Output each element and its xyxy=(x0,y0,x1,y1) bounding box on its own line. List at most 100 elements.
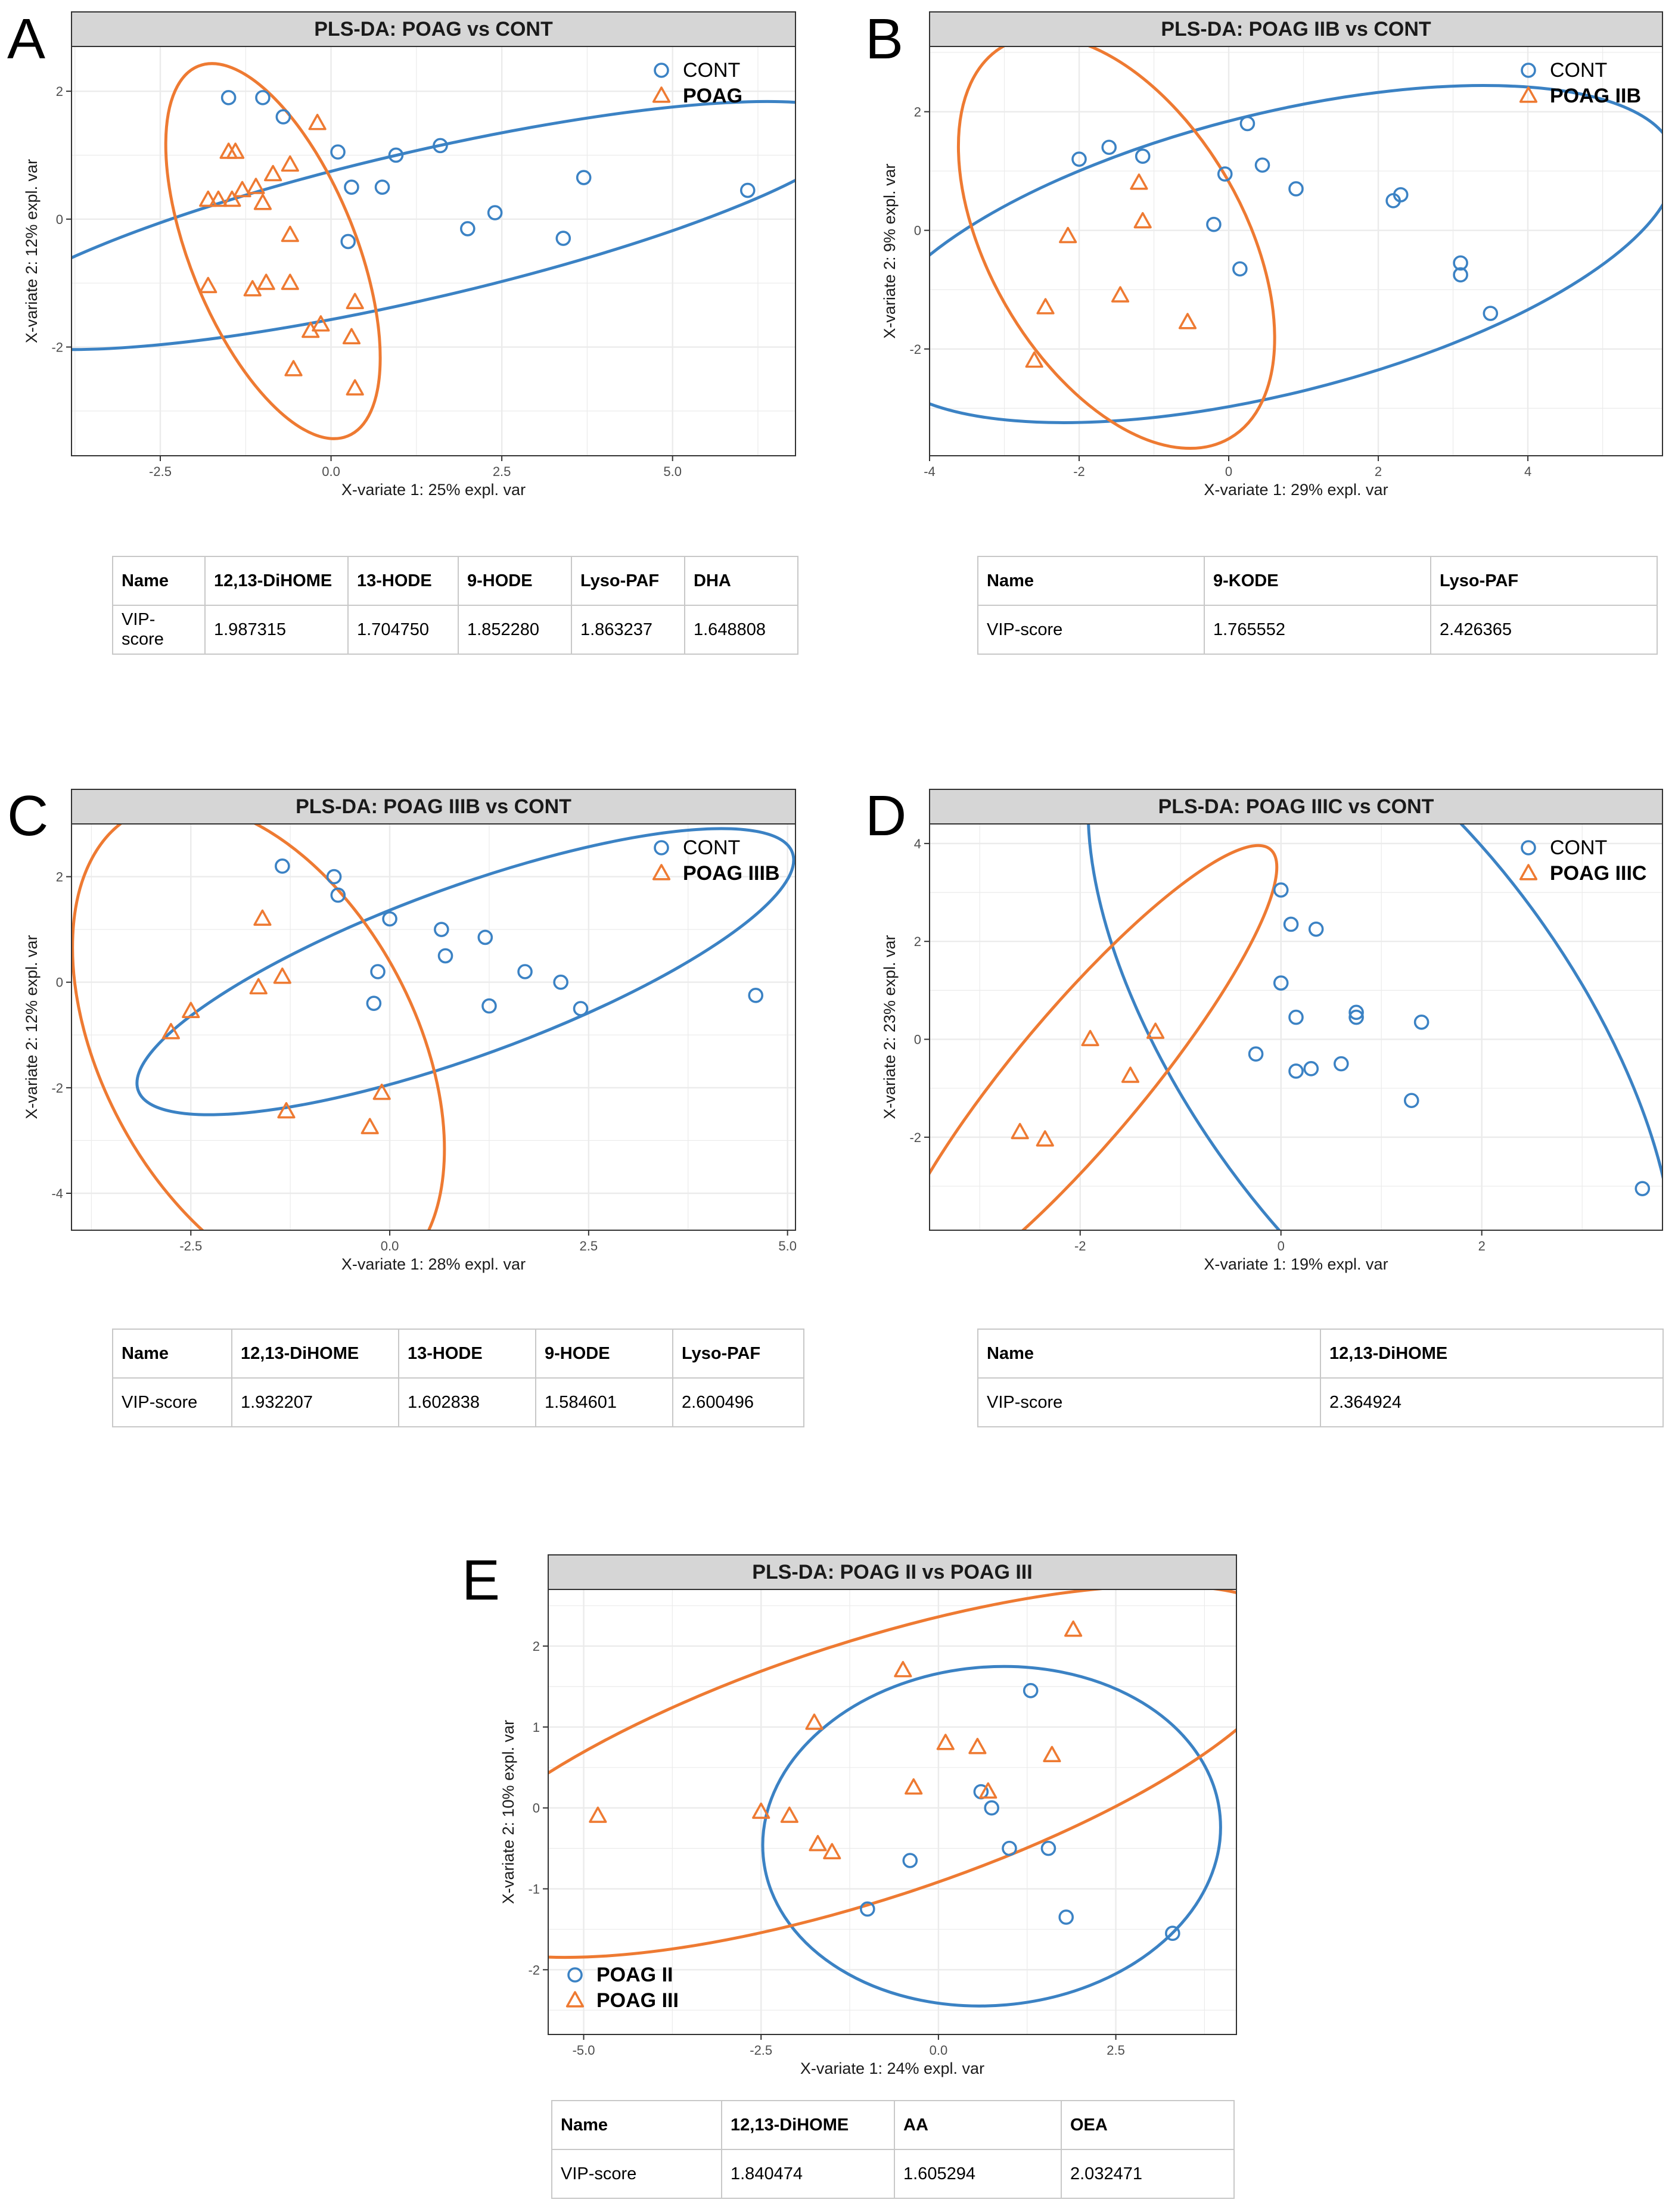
point-triangle xyxy=(1036,298,1055,315)
point-circle xyxy=(344,179,359,195)
vip-table-c: Name 12,13-DiHOME 13-HODE 9-HODE Lyso-PAF VIP… xyxy=(112,1329,804,1427)
point-circle xyxy=(433,138,448,154)
point-circle xyxy=(1288,1063,1304,1079)
table-header-cell: 13-HODE xyxy=(398,1329,536,1379)
point-triangle xyxy=(1121,1066,1140,1083)
point-triangle xyxy=(968,1738,987,1754)
chart-title: PLS-DA: POAG IIIB vs CONT xyxy=(296,795,571,818)
confidence-ellipse-group2 xyxy=(548,1589,1236,1959)
y-axis-label: X-variate 2: 23% expl. var xyxy=(881,935,899,1119)
point-triangle xyxy=(1036,1130,1054,1147)
y-tick-label: 2 xyxy=(533,1639,540,1654)
table-value-cell: 1.840474 xyxy=(721,2149,895,2199)
point-triangle xyxy=(253,194,272,210)
x-axis-label: X-variate 1: 19% expl. var xyxy=(1204,1255,1388,1273)
chart-svg-c: PLS-DA: POAG IIIB vs CONT -2.5 0.0 2.5 5.0 -4… xyxy=(23,789,797,1273)
table-header-name: Name xyxy=(112,1329,232,1379)
point-circle xyxy=(1254,157,1270,173)
point-circle xyxy=(1135,148,1151,164)
legend-label: CONT xyxy=(683,59,740,82)
chart-title: PLS-DA: POAG IIIC vs CONT xyxy=(1158,795,1434,818)
legend-circle-icon xyxy=(654,840,669,855)
table-value-cell: 1.584601 xyxy=(535,1377,673,1427)
table-row-label: VIP-score xyxy=(977,605,1205,655)
point-circle xyxy=(573,1001,589,1016)
legend-circle-icon xyxy=(654,63,669,78)
y-tick-label: 0 xyxy=(914,1032,921,1047)
point-circle xyxy=(1071,151,1087,167)
vip-table-e: Name 12,13-DiHOME AA OEA VIP-score 1.840474 1.… xyxy=(551,2100,1235,2199)
point-triangle xyxy=(281,155,299,172)
point-triangle xyxy=(589,1806,607,1823)
legend-label: POAG IIIC xyxy=(1550,862,1646,885)
point-circle xyxy=(382,911,397,927)
point-circle xyxy=(1348,1004,1364,1021)
table-row-label: VIP-score xyxy=(112,1377,232,1427)
table-value-cell: 1.765552 xyxy=(1204,605,1431,655)
point-triangle xyxy=(979,1782,997,1799)
point-circle xyxy=(437,948,453,964)
point-triangle xyxy=(1043,1746,1061,1763)
y-axis-label: X-variate 2: 12% expl. var xyxy=(23,159,41,343)
point-circle xyxy=(1348,1009,1364,1025)
title-strip xyxy=(929,789,1663,825)
table-header-cell: AA xyxy=(894,2100,1062,2150)
point-circle xyxy=(330,144,346,160)
point-circle xyxy=(1393,187,1409,203)
point-triangle xyxy=(233,181,251,198)
plot-panel-b: PLS-DA: POAG IIB vs CONT -4 -2 0 2 4 -2 0 2 X-var… xyxy=(0,0,1675,536)
title-strip xyxy=(71,11,796,47)
point-circle xyxy=(1453,267,1468,283)
point-triangle xyxy=(372,1083,391,1100)
point-circle xyxy=(748,988,764,1003)
point-circle xyxy=(1403,1093,1419,1109)
y-tick-label: 0 xyxy=(56,975,63,990)
point-circle xyxy=(374,179,390,195)
point-triangle xyxy=(780,1806,798,1823)
x-axis-label: X-variate 1: 24% expl. var xyxy=(800,2059,984,2077)
x-tick-label: 5.0 xyxy=(663,464,682,479)
y-tick-label: 0 xyxy=(56,212,63,227)
point-circle xyxy=(555,231,571,246)
panel-letter-d: D xyxy=(865,784,907,848)
legend-triangle-icon xyxy=(652,86,671,103)
y-tick-label: -2 xyxy=(528,1962,540,1977)
x-tick-label: -2 xyxy=(1073,464,1085,479)
point-circle xyxy=(1217,166,1233,182)
legend-label: CONT xyxy=(1550,59,1607,82)
table-value-cell: 1.852280 xyxy=(458,605,572,655)
point-circle xyxy=(1248,1046,1264,1062)
point-triangle xyxy=(281,225,299,242)
point-triangle xyxy=(823,1843,841,1860)
chart-title: PLS-DA: POAG IIB vs CONT xyxy=(1161,18,1431,41)
table-header-cell: 12,13-DiHOME xyxy=(1320,1329,1664,1379)
y-axis-label: X-variate 2: 12% expl. var xyxy=(23,935,41,1119)
point-circle xyxy=(1165,1925,1180,1942)
table-row-label: VIP-score xyxy=(551,2149,722,2199)
confidence-ellipse-group2 xyxy=(956,46,1276,450)
legend-label: POAG III xyxy=(596,1989,679,2012)
panel-letter-b: B xyxy=(865,7,904,71)
point-circle xyxy=(860,1901,875,1917)
point-triangle xyxy=(243,280,262,297)
chart-title: PLS-DA: POAG II vs POAG III xyxy=(752,1561,1032,1583)
table-header-cell: 12,13-DiHOME xyxy=(204,556,349,606)
x-tick-label: 0.0 xyxy=(322,464,340,479)
plot-panel-c: PLS-DA: POAG IIIB vs CONT -2.5 0.0 2.5 5.0 -4… xyxy=(0,0,840,1311)
point-triangle xyxy=(805,1713,823,1730)
confidence-ellipse-group1 xyxy=(1086,824,1662,1230)
x-tick-label: 2.5 xyxy=(493,464,511,479)
point-circle xyxy=(517,964,533,979)
table-header-cell: 13-HODE xyxy=(347,556,459,606)
point-triangle xyxy=(936,1734,955,1750)
point-triangle xyxy=(312,315,330,332)
point-triangle xyxy=(1064,1620,1083,1637)
x-tick-label: -2.5 xyxy=(750,2043,772,2058)
point-triangle xyxy=(1146,1022,1165,1039)
grid xyxy=(548,1589,1236,2034)
table-value-cell: 2.364924 xyxy=(1320,1377,1664,1427)
point-circle xyxy=(388,147,404,163)
x-axis-label: X-variate 1: 25% expl. var xyxy=(341,481,526,499)
y-tick-label: 2 xyxy=(56,84,63,99)
point-triangle xyxy=(342,328,361,345)
